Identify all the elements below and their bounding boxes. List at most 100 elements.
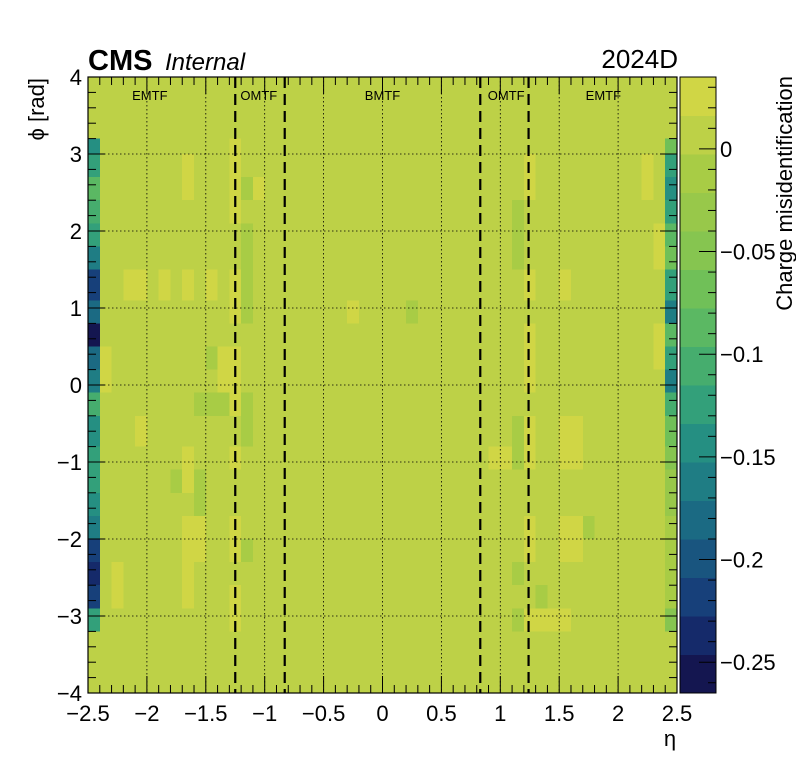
heatmap-cell (205, 346, 218, 370)
y-tick-label: −2 (57, 527, 82, 552)
region-labels: EMTF OMTF BMTF OMTF EMTF (132, 88, 621, 103)
region-boundaries (234, 77, 530, 693)
heatmap-cell (653, 323, 666, 370)
heatmap-cell (88, 300, 100, 324)
color-scale-tick-label: −0.1 (720, 342, 763, 367)
x-tick-label: −1 (252, 701, 277, 726)
heatmap-cell (559, 608, 571, 632)
heatmap-cell (500, 446, 513, 470)
x-tick-label: −2.5 (66, 701, 109, 726)
x-tick-label: 0.5 (426, 701, 457, 726)
heatmap-cell (205, 269, 218, 301)
heatmap-cell (217, 392, 230, 416)
heatmap-cell (665, 392, 677, 416)
heatmap-cell (582, 539, 595, 563)
heatmap-cell (488, 446, 501, 470)
heatmap-cell (88, 392, 100, 416)
heatmap-cell (523, 154, 536, 201)
color-scale-tick-label: −0.25 (720, 650, 776, 675)
heatmap-cell (512, 608, 524, 632)
heatmap-cell (665, 446, 677, 470)
heatmap-cell (523, 323, 536, 393)
color-scale-band (680, 423, 716, 463)
heatmap-cell (252, 177, 265, 201)
heatmap-cell (665, 515, 677, 609)
y-axis-title: ϕ [rad] (24, 78, 49, 140)
region-label: OMTF (488, 88, 525, 103)
heatmap-cell (205, 446, 218, 470)
color-scale-tick-label: −0.15 (720, 445, 776, 470)
region-label: OMTF (240, 88, 277, 103)
heatmap-cell (88, 200, 100, 224)
y-axis-ticks: −4 −3 −2 −1 0 1 2 3 4 (57, 65, 677, 706)
heatmap-cell (205, 300, 218, 324)
x-tick-label: 2 (612, 701, 624, 726)
color-scale-band (680, 115, 716, 155)
heatmap-cell (665, 246, 677, 270)
x-axis-ticks: −2.5 −2 −1.5 −1 −0.5 0 0.5 1 1.5 2 2.5 (66, 77, 692, 726)
color-scale-title: Charge misidentification (772, 76, 796, 311)
heatmap-cell (559, 446, 571, 470)
heatmap-cell (665, 269, 677, 301)
x-tick-label: 0 (376, 701, 388, 726)
y-tick-label: 1 (70, 296, 82, 321)
grid-lines (88, 77, 677, 693)
heatmap-cell (88, 446, 100, 470)
heatmap-cell (135, 200, 147, 224)
heatmap-cell (217, 469, 230, 493)
heatmap-cell (88, 177, 100, 201)
heatmap-cell (523, 515, 536, 563)
heatmap-cell (229, 269, 242, 324)
heatmap-cell (99, 346, 112, 393)
heatmap-cell (535, 585, 548, 609)
heatmap-cell (88, 515, 100, 539)
color-scale-band (680, 500, 716, 540)
heatmap-cell (194, 515, 206, 563)
heatmap-cell (158, 562, 171, 586)
heatmap-cell (241, 177, 253, 201)
color-scale-band (680, 654, 716, 694)
y-tick-label: −3 (57, 604, 82, 629)
heatmap-cell (665, 223, 677, 247)
heatmap-cell (182, 154, 195, 201)
heatmap-cell (88, 608, 100, 632)
heatmap-cell (88, 585, 100, 609)
heatmap-cell (665, 608, 677, 632)
heatmap-cell (111, 562, 124, 609)
x-tick-label: −2 (134, 701, 159, 726)
region-label: BMTF (365, 88, 400, 103)
heatmap-cell (641, 346, 654, 393)
heatmap-cell (665, 154, 677, 178)
heatmap-cell (88, 469, 100, 493)
color-scale-band (680, 231, 716, 270)
color-scale-band (680, 192, 716, 232)
heatmap-cell (88, 246, 100, 270)
heatmap-cell (665, 300, 677, 324)
color-scale-tick-label: −0.2 (720, 548, 763, 573)
heatmap-cell (665, 323, 677, 347)
heatmap-cell (570, 446, 583, 470)
heatmap-cell (653, 392, 666, 416)
heatmap-cell (123, 269, 136, 301)
heatmap-cell (582, 515, 595, 539)
heatmap-cell (665, 177, 677, 201)
heatmap-cell (512, 415, 524, 470)
heatmap-cell (665, 369, 677, 393)
heatmap-cell (241, 392, 253, 447)
heatmap-cell (523, 415, 536, 470)
color-scale-ticks: 0 −0.05 −0.1 −0.15 −0.2 −0.25 (699, 86, 776, 684)
x-tick-label: 1 (494, 701, 506, 726)
heatmap-cell (182, 269, 195, 301)
heatmap-cell (665, 138, 677, 154)
color-scale-band (680, 385, 716, 424)
color-scale-frame (679, 76, 717, 694)
y-tick-label: 4 (70, 65, 82, 90)
heatmap-cell (182, 446, 195, 470)
y-tick-label: −4 (57, 681, 82, 706)
heatmap-cell (194, 392, 206, 416)
heatmap-cell (88, 223, 100, 247)
color-scale-band (680, 539, 716, 578)
heatmap-cell (88, 154, 100, 178)
y-tick-label: 3 (70, 142, 82, 167)
color-scale-bar: 0 −0.05 −0.1 −0.15 −0.2 −0.25 (679, 76, 776, 694)
